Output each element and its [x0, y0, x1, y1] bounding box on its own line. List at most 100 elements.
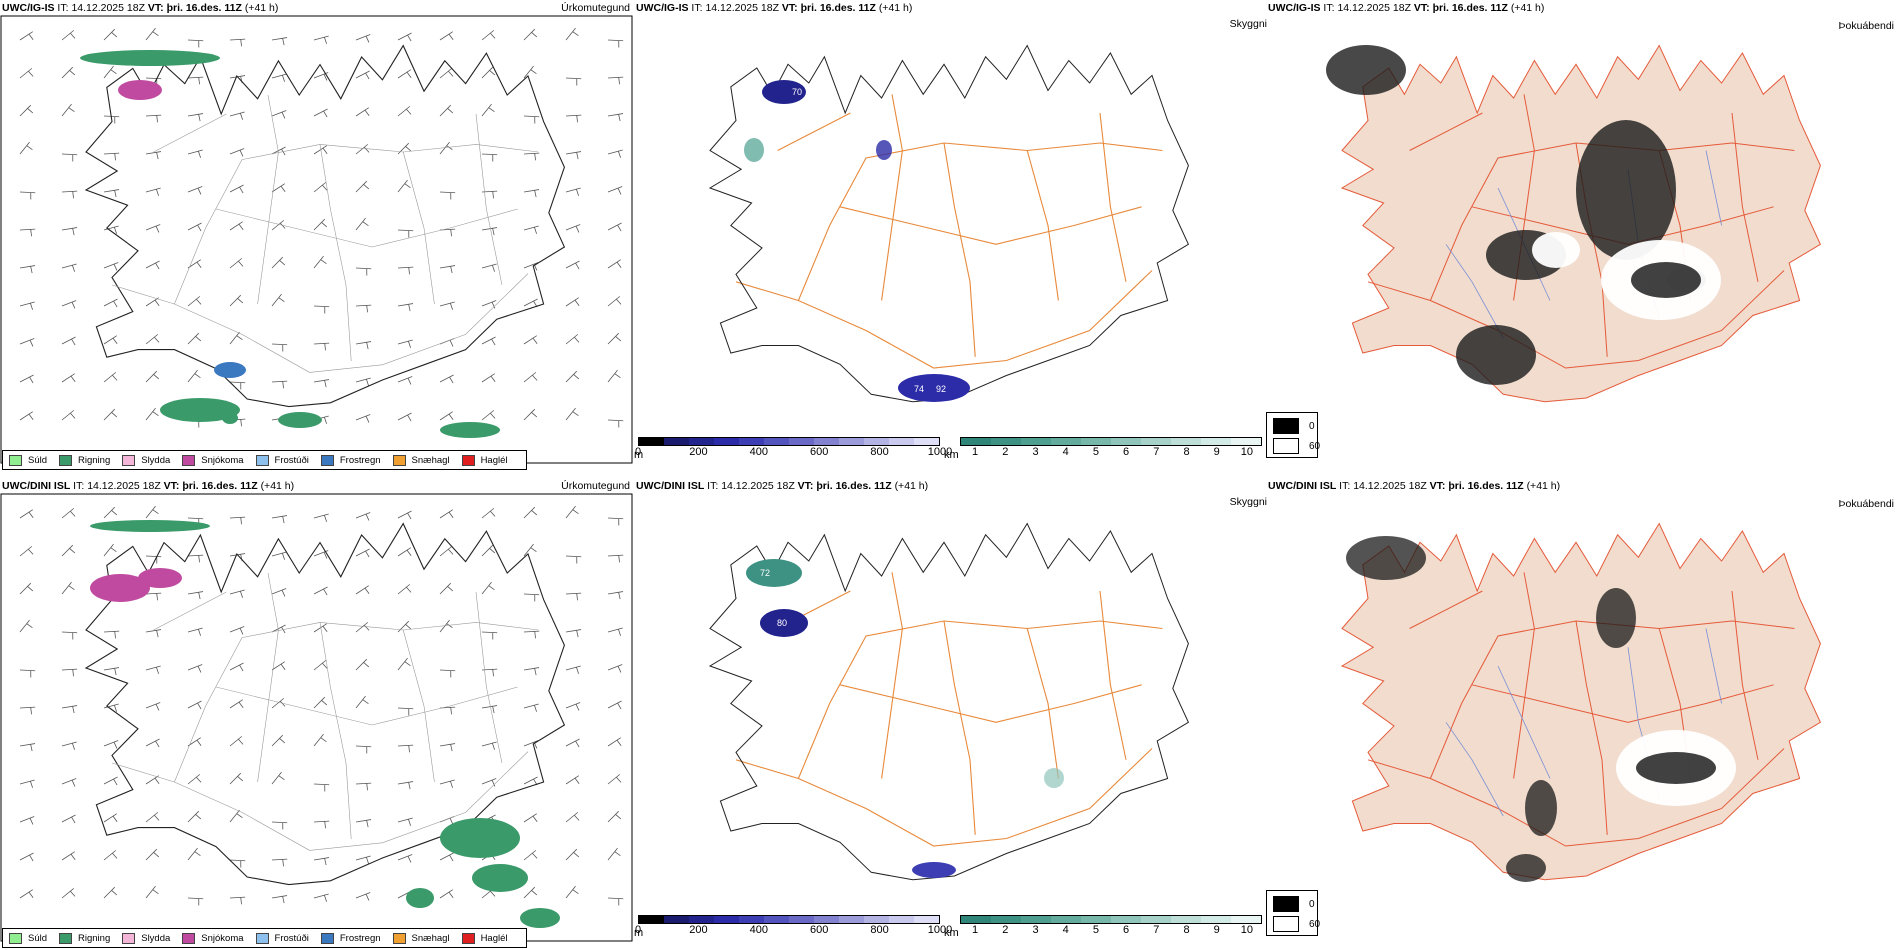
wind-barb — [439, 779, 455, 788]
map-shading — [1596, 588, 1636, 648]
wind-barb — [565, 629, 582, 638]
map-shading — [90, 574, 150, 602]
wind-barb — [229, 662, 244, 672]
wind-barb — [523, 28, 538, 41]
wind-barb — [103, 152, 120, 161]
wind-barb — [229, 148, 245, 157]
road-line — [881, 94, 903, 301]
fog-legend: 0 60 — [1266, 412, 1320, 458]
road-line — [319, 622, 352, 840]
visibility-panel-row2: 72 80 UWC/DINI ISL IT: 14.12.2025 18Z VT:… — [634, 478, 1269, 950]
wind-barb — [481, 227, 498, 236]
wind-barb — [145, 885, 159, 899]
road-line — [797, 142, 1163, 301]
wind-barb — [103, 262, 119, 271]
wind-barb — [397, 584, 412, 595]
wind-barb — [481, 631, 498, 640]
wind-barb — [397, 707, 414, 716]
wind-barb — [145, 665, 161, 674]
wind-barb — [397, 69, 412, 79]
wind-barb — [565, 370, 580, 383]
wind-barb — [61, 741, 77, 750]
map-value-label: 92 — [936, 384, 946, 394]
wind-barb — [481, 153, 498, 162]
visibility-title: Skyggni — [1229, 18, 1267, 30]
road-line — [943, 142, 976, 357]
colorbar-cell — [1081, 438, 1111, 445]
wind-barb — [313, 586, 328, 596]
colorbar-tick-label: 800 — [870, 924, 889, 936]
map-shading — [440, 818, 520, 858]
wind-barb — [313, 893, 329, 902]
vis-unit-m: m — [634, 927, 644, 939]
wind-barb — [313, 35, 329, 44]
colorbar-cell — [689, 916, 714, 923]
map-shading — [214, 362, 246, 378]
road-line — [257, 572, 279, 783]
panel-header: UWC/IG-IS IT: 14.12.2025 18Z VT: þri. 16… — [1268, 2, 1545, 14]
wind-barb — [19, 374, 34, 384]
legend-swatch — [122, 454, 136, 466]
wind-barb — [103, 298, 118, 308]
legend-label: Súld — [28, 454, 48, 466]
wind-barb — [397, 854, 413, 863]
wind-barb — [103, 630, 120, 639]
wind-barb — [607, 664, 623, 673]
colorbar-tick-label: 5 — [1092, 446, 1099, 458]
wind-barb — [19, 191, 36, 200]
legend-swatch — [59, 454, 73, 466]
colorbar-cell — [714, 438, 739, 445]
wind-barb — [439, 852, 454, 862]
colorbar-cell — [639, 438, 664, 445]
legend-item: Slydda — [122, 932, 170, 944]
fog-title: Þokuábendi — [1838, 498, 1894, 510]
road-line — [174, 144, 539, 305]
wind-barb — [313, 379, 330, 388]
visibility-map-row2: 72 80 — [708, 522, 1190, 881]
wind-barb — [271, 220, 286, 231]
legend-label: Snæhagl — [411, 932, 450, 944]
wind-barb — [565, 77, 582, 86]
legend-swatch — [182, 932, 196, 944]
fog-map-row2 — [1340, 522, 1822, 882]
wind-barb — [355, 180, 370, 193]
colorbar-tick-label: 2 — [1002, 446, 1009, 458]
legend-item: Haglél — [461, 454, 508, 466]
colorbar-tick-label: 6 — [1123, 446, 1130, 458]
legend-item: Snæhagl — [392, 932, 450, 944]
wind-barb — [523, 630, 540, 639]
wind-barb — [397, 412, 412, 422]
wind-barb — [397, 266, 414, 275]
colorbar-cell — [764, 916, 789, 923]
wind-barb — [145, 334, 160, 345]
wind-barb — [187, 222, 202, 232]
wind-barb — [271, 380, 288, 389]
wind-barb — [607, 847, 621, 861]
wind-barb — [607, 113, 624, 122]
colorbar-cell — [961, 916, 991, 923]
wind-barb — [145, 775, 160, 785]
wind-barb — [103, 850, 118, 861]
wind-barb — [355, 304, 372, 313]
wind-barb — [481, 544, 496, 557]
colorbar-tick-label: 8 — [1183, 924, 1190, 936]
panel-header: UWC/DINI ISL IT: 14.12.2025 18Z VT: þri.… — [2, 480, 295, 492]
legend-label: Snæhagl — [411, 454, 450, 466]
colorbar-cell — [664, 438, 689, 445]
wind-barb — [61, 103, 75, 117]
wind-barb — [439, 546, 454, 557]
wind-barb — [313, 305, 330, 314]
colorbar-cell — [789, 438, 814, 445]
colorbar-tick-label: 10 — [1240, 924, 1254, 936]
wind-barb — [481, 705, 498, 714]
legend-item: Snæhagl — [392, 454, 450, 466]
colorbar-tick-label: 1000 — [927, 446, 953, 458]
colorbar-tick-label: 3 — [1032, 446, 1039, 458]
legend-label: Haglél — [480, 932, 508, 944]
wind-barb — [481, 778, 497, 787]
wind-barb — [187, 847, 201, 861]
wind-barb — [145, 629, 162, 638]
map-shading — [1636, 752, 1716, 784]
wind-barb — [565, 151, 582, 160]
wind-barb — [439, 669, 456, 678]
